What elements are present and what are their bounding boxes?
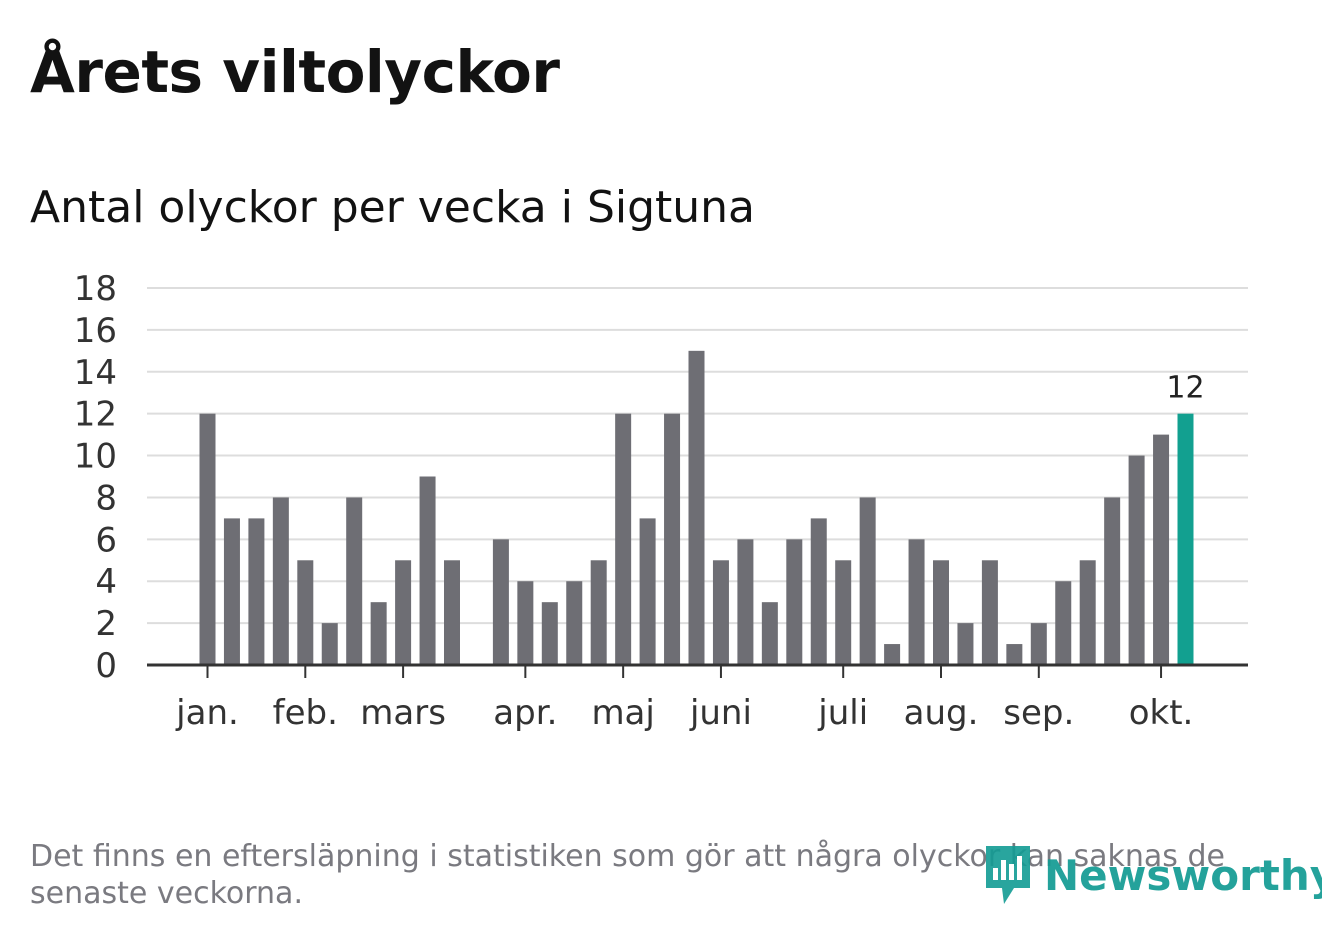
bar [297, 560, 314, 665]
y-tick-label: 2 [95, 604, 117, 644]
data-labels: 12 [1166, 371, 1204, 406]
bar [761, 602, 778, 665]
bar [737, 539, 754, 665]
bar [1104, 497, 1121, 665]
bar [1153, 434, 1170, 665]
bar [1128, 455, 1145, 665]
x-tick-label: feb. [273, 693, 338, 733]
bar [884, 644, 901, 665]
bar [712, 560, 729, 665]
y-tick-label: 18 [74, 269, 117, 309]
bar [346, 497, 363, 665]
x-tick-label: apr. [493, 693, 557, 733]
bar [688, 350, 705, 665]
bar [835, 560, 852, 665]
page-title: Årets viltolyckor [30, 38, 560, 106]
bar [810, 518, 827, 665]
bar [370, 602, 387, 665]
bar [933, 560, 949, 665]
x-tick-label: mars [360, 693, 446, 733]
x-tick-label: juli [817, 693, 868, 733]
newsworthy-logo: Newsworthy [982, 842, 1322, 908]
bar [664, 413, 681, 665]
y-tick-label: 0 [95, 646, 117, 686]
bar [248, 518, 265, 665]
bar [272, 497, 289, 665]
bar [321, 623, 338, 665]
bar [786, 539, 803, 665]
bar [639, 518, 656, 665]
highlight-value-label: 12 [1166, 371, 1204, 406]
bar-highlight [1177, 413, 1194, 665]
bar [199, 413, 216, 665]
chart-subtitle: Antal olyckor per vecka i Sigtuna [30, 182, 756, 233]
x-tick-label: juni [689, 693, 752, 733]
bar [615, 413, 632, 665]
bar [566, 581, 583, 665]
y-tick-label: 8 [95, 478, 117, 518]
x-tick-label: maj [591, 693, 654, 733]
bar [223, 518, 240, 665]
newsworthy-logo-icon [986, 846, 1030, 904]
y-tick-label: 10 [74, 437, 117, 477]
bar [908, 539, 925, 665]
bar [395, 560, 412, 665]
bar [492, 539, 509, 665]
bar [1006, 644, 1023, 665]
bar [1079, 560, 1096, 665]
bar [444, 560, 460, 665]
bar [419, 476, 436, 665]
x-tick-label: aug. [904, 693, 979, 733]
bar [1055, 581, 1072, 665]
x-tick-label: sep. [1003, 693, 1074, 733]
bar [859, 497, 876, 665]
bar [981, 560, 998, 665]
x-tick-label: jan. [175, 693, 239, 733]
y-tick-label: 14 [74, 353, 117, 393]
x-tick-label: okt. [1129, 693, 1194, 733]
bar [541, 602, 558, 665]
bar [957, 623, 974, 665]
x-axis-ticks: jan. feb. mars apr. maj juni juli aug. sep. okt. [175, 665, 1193, 733]
newsworthy-logo-text: Newsworthy [1044, 850, 1322, 900]
bar [590, 560, 607, 665]
bar [1030, 623, 1047, 665]
y-tick-label: 12 [74, 395, 117, 435]
bars [199, 350, 1194, 665]
y-tick-label: 4 [95, 562, 117, 602]
y-tick-label: 16 [74, 311, 117, 351]
bar [517, 581, 534, 665]
y-tick-label: 6 [95, 520, 117, 560]
